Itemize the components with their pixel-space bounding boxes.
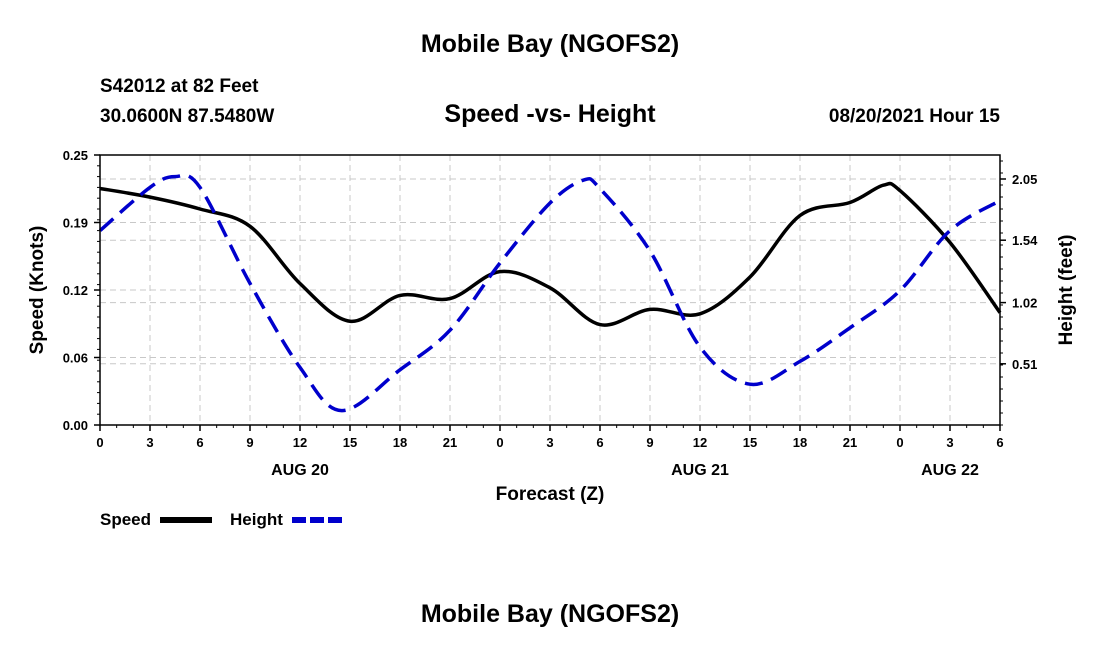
legend: Speed Height: [100, 510, 344, 529]
x-tick-label: 0: [96, 435, 103, 450]
y-tick-label: 0.12: [63, 283, 88, 298]
x-tick-label: 0: [896, 435, 903, 450]
y-tick-label: 0.25: [63, 148, 88, 163]
date-label: AUG 21: [671, 462, 729, 479]
x-tick-label: 6: [996, 435, 1003, 450]
x-tick-label: 3: [146, 435, 153, 450]
y-axis-title: Speed (Knots): [27, 226, 48, 355]
legend-label-speed: Speed: [100, 510, 151, 529]
y2-tick-label: 2.05: [1012, 172, 1037, 187]
x-tick-label: 6: [196, 435, 203, 450]
x-tick-label: 12: [693, 435, 707, 450]
y2-tick-label: 0.51: [1012, 357, 1037, 372]
grid: [100, 155, 1000, 425]
y-tick-label: 0.19: [63, 216, 88, 231]
x-tick-label: 15: [743, 435, 757, 450]
y2-tick-label: 1.02: [1012, 296, 1037, 311]
y2-axis-title: Height (feet): [1056, 235, 1077, 346]
x-tick-label: 3: [546, 435, 553, 450]
x-axis-title: Forecast (Z): [496, 484, 605, 505]
date-label: AUG 20: [271, 462, 329, 479]
x-tick-label: 18: [393, 435, 407, 450]
series-lines: [98, 173, 1002, 413]
axes: 0 3 6 9 12 15 18 21 0 3 6 9 12 15 18 21 0 3 6 0.00 0.06 0.12 0…: [27, 148, 1077, 505]
x-tick-label: 0: [496, 435, 503, 450]
chart-title: Mobile Bay (NGOFS2): [420, 30, 680, 58]
y2-tick-label: 1.54: [1012, 233, 1038, 248]
x-tick-label: 21: [843, 435, 857, 450]
x-tick-label: 3: [946, 435, 953, 450]
legend-label-height: Height: [230, 510, 283, 529]
chart-subtitle: Speed -vs- Height: [444, 100, 656, 128]
x-tick-label: 18: [793, 435, 807, 450]
date-label: AUG 22: [921, 462, 979, 479]
forecast-datetime: 08/20/2021 Hour 15: [828, 106, 1000, 127]
footer-title: Mobile Bay (NGOFS2): [420, 600, 680, 628]
height-line: [98, 173, 1001, 413]
x-tick-label: 12: [293, 435, 307, 450]
x-tick-label: 21: [443, 435, 457, 450]
y-tick-label: 0.06: [63, 351, 88, 366]
speed-line: [99, 181, 1002, 327]
x-tick-label: 9: [646, 435, 653, 450]
x-tick-label: 15: [343, 435, 357, 450]
y-tick-label: 0.00: [63, 418, 88, 433]
coordinates-label: 30.0600N 87.5480W: [100, 106, 275, 127]
x-tick-label: 9: [246, 435, 253, 450]
x-tick-label: 6: [596, 435, 603, 450]
station-label: S42012 at 82 Feet: [100, 76, 259, 97]
